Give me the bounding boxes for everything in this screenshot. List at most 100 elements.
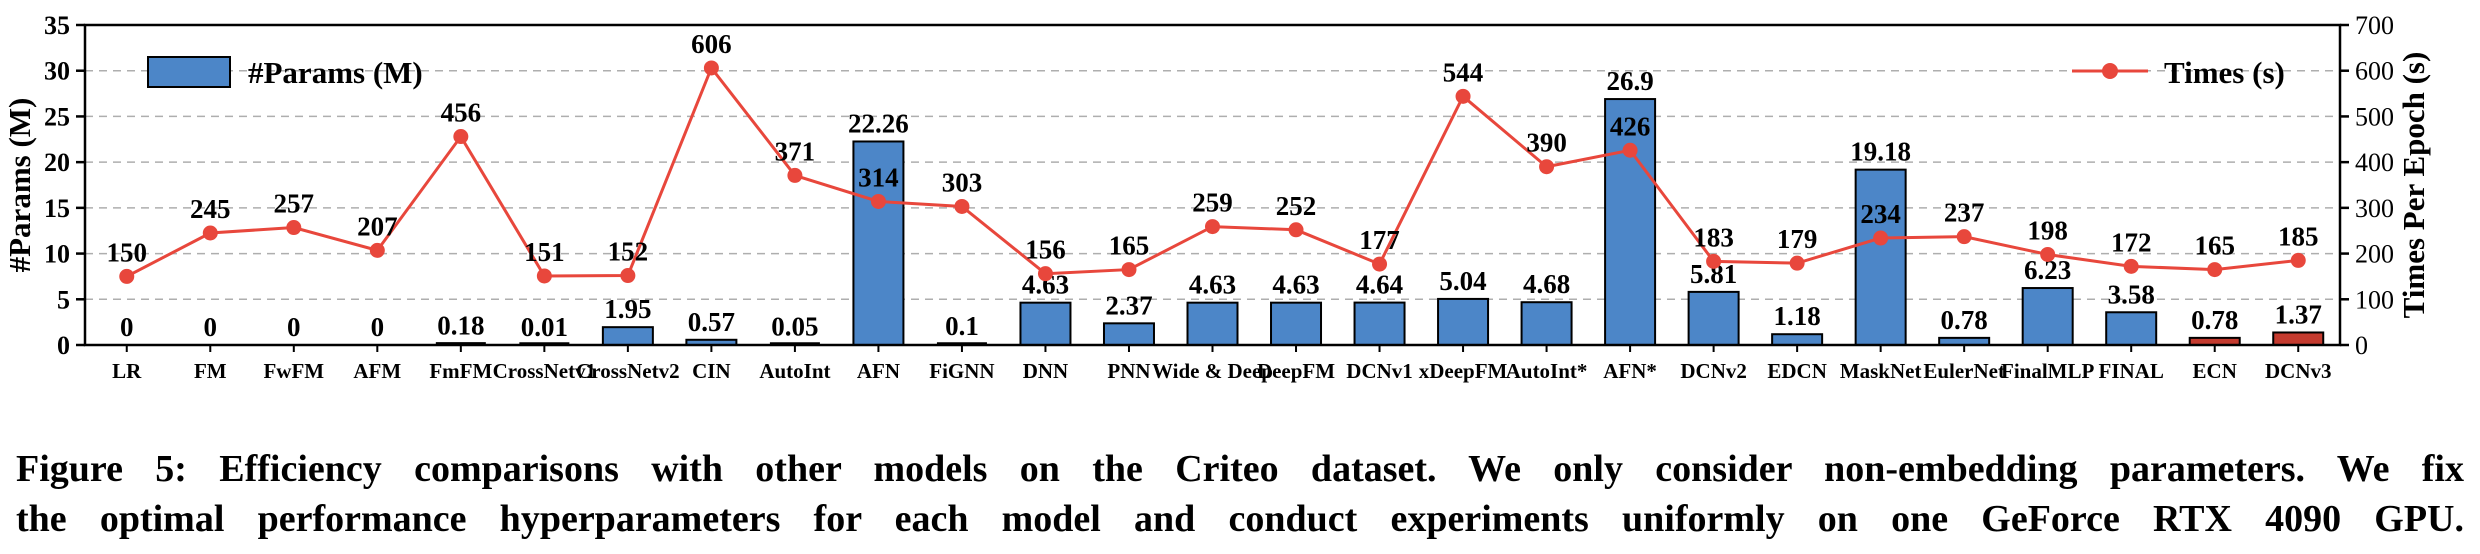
line-value-label: 257 xyxy=(274,189,315,219)
bar-DNN xyxy=(1019,301,1072,347)
line-value-label: 259 xyxy=(1192,188,1233,218)
x-tick-label-DCNv3: DCNv3 xyxy=(2265,359,2332,383)
left-tick-label: 10 xyxy=(44,240,70,269)
line-value-label: 151 xyxy=(524,237,565,267)
figure-caption-line-1: Figure 5: Efficiency comparisons with ot… xyxy=(16,448,2464,490)
times-legend-marker xyxy=(2102,63,2118,79)
figure-caption: Figure 5: Efficiency comparisons with ot… xyxy=(16,444,2464,544)
x-tick-label-CrossNetv1: CrossNetv1 xyxy=(493,359,596,383)
line-value-label: 179 xyxy=(1777,224,1818,254)
left-tick-label: 15 xyxy=(44,194,70,223)
line-marker xyxy=(1288,222,1304,238)
bar-value-label: 0 xyxy=(120,312,134,342)
bar-DeepFM xyxy=(1270,301,1323,347)
params-legend-swatch xyxy=(147,56,231,88)
line-marker xyxy=(620,268,636,284)
x-tick-label-EDCN: EDCN xyxy=(1767,359,1827,383)
line-marker xyxy=(286,220,302,236)
line-value-label: 314 xyxy=(858,162,899,192)
line-marker xyxy=(703,60,719,76)
line-value-label: 156 xyxy=(1025,235,1066,265)
figure-caption-line-2: the optimal performance hyperparameters … xyxy=(16,498,2464,540)
line-value-label: 234 xyxy=(1860,199,1901,229)
line-marker xyxy=(1372,256,1388,272)
line-value-label: 544 xyxy=(1443,57,1484,87)
times-legend-label: Times (s) xyxy=(2164,55,2285,90)
x-tick-label-AutoInt: AutoInt xyxy=(759,359,830,383)
x-tick-label-DNN: DNN xyxy=(1023,359,1069,383)
bar-AFN* xyxy=(1604,98,1657,346)
line-marker xyxy=(1037,266,1053,282)
efficiency-chart: 0 0 0 0 0.18 0.01 1.95 0.57 0.05 22.26 0.1 4.63 2.37… xyxy=(2,11,2431,383)
line-marker xyxy=(1539,159,1555,175)
bar-value-label: 4.68 xyxy=(1523,269,1570,299)
bar-MaskNet xyxy=(1854,168,1907,346)
bar-value-label: 5.04 xyxy=(1439,266,1486,296)
bar-CrossNetv2 xyxy=(601,326,654,346)
right-tick-label: 500 xyxy=(2355,102,2394,131)
line-marker xyxy=(536,268,552,284)
right-tick-label: 600 xyxy=(2355,57,2394,86)
x-tick-label-FwFM: FwFM xyxy=(263,359,324,383)
bar-DCNv2 xyxy=(1687,290,1740,347)
x-tick-label-MaskNet: MaskNet xyxy=(1840,359,1922,383)
line-marker xyxy=(954,198,970,214)
x-tick-label-PNN: PNN xyxy=(1107,359,1150,383)
x-tick-label-AutoInt*: AutoInt* xyxy=(1506,359,1588,383)
bar-value-label: 1.18 xyxy=(1774,301,1821,331)
x-tick-label-FiGNN: FiGNN xyxy=(929,359,994,383)
bar-EDCN xyxy=(1771,333,1824,346)
line-value-label: 150 xyxy=(107,237,148,267)
bar-value-label: 0.01 xyxy=(521,312,568,342)
line-marker xyxy=(2290,252,2306,268)
left-tick-label: 20 xyxy=(44,148,70,177)
x-tick-label-AFN*: AFN* xyxy=(1603,359,1657,383)
x-tick-label-EulerNet: EulerNet xyxy=(1923,359,2005,383)
line-value-label: 152 xyxy=(608,237,649,267)
left-tick-label: 30 xyxy=(44,57,70,86)
line-value-label: 456 xyxy=(441,98,482,128)
line-value-label: 198 xyxy=(2027,215,2068,245)
bar-value-label: 0 xyxy=(287,312,301,342)
bar-value-label: 22.26 xyxy=(848,108,909,138)
x-tick-label-FM: FM xyxy=(194,359,227,383)
bar-PNN xyxy=(1102,322,1155,346)
line-marker xyxy=(1205,219,1220,235)
bar-value-label: 2.37 xyxy=(1105,290,1152,320)
line-value-label: 606 xyxy=(691,29,732,59)
line-value-label: 185 xyxy=(2278,221,2319,251)
x-tick-label-DCNv1: DCNv1 xyxy=(1346,359,1413,383)
line-marker xyxy=(1789,255,1805,271)
line-value-label: 303 xyxy=(942,167,983,197)
params-legend-label: #Params (M) xyxy=(248,55,423,90)
x-tick-label-Wide & Deep: Wide & Deep xyxy=(1152,359,1273,383)
line-marker xyxy=(1956,229,1972,245)
line-marker xyxy=(1873,230,1889,246)
x-tick-label-AFN: AFN xyxy=(857,359,900,383)
right-tick-label: 0 xyxy=(2355,331,2368,360)
x-tick-label-CrossNetv2: CrossNetv2 xyxy=(576,359,679,383)
x-tick-label-DeepFM: DeepFM xyxy=(1257,359,1335,383)
line-marker xyxy=(1706,253,1722,269)
x-tick-label-CIN: CIN xyxy=(692,359,731,383)
x-tick-label-FINAL: FINAL xyxy=(2099,359,2164,383)
left-axis-title: #Params (M) xyxy=(2,98,37,273)
right-tick-label: 200 xyxy=(2355,240,2394,269)
line-marker xyxy=(1121,262,1137,278)
bar-AutoInt* xyxy=(1520,301,1573,346)
bar-DCNv1 xyxy=(1353,301,1406,347)
line-marker xyxy=(2123,258,2139,274)
line-marker xyxy=(787,167,803,183)
line-marker xyxy=(369,242,385,258)
right-tick-label: 400 xyxy=(2355,148,2394,177)
line-marker xyxy=(870,193,886,209)
bar-value-label: 0.78 xyxy=(2191,305,2238,335)
right-tick-label: 100 xyxy=(2355,285,2394,314)
line-marker xyxy=(1622,142,1638,158)
left-tick-label: 0 xyxy=(57,331,70,360)
line-value-label: 237 xyxy=(1944,198,1985,228)
x-tick-label-ECN: ECN xyxy=(2193,359,2237,383)
bar-value-label: 0.78 xyxy=(1941,305,1988,335)
line-value-label: 371 xyxy=(775,136,816,166)
